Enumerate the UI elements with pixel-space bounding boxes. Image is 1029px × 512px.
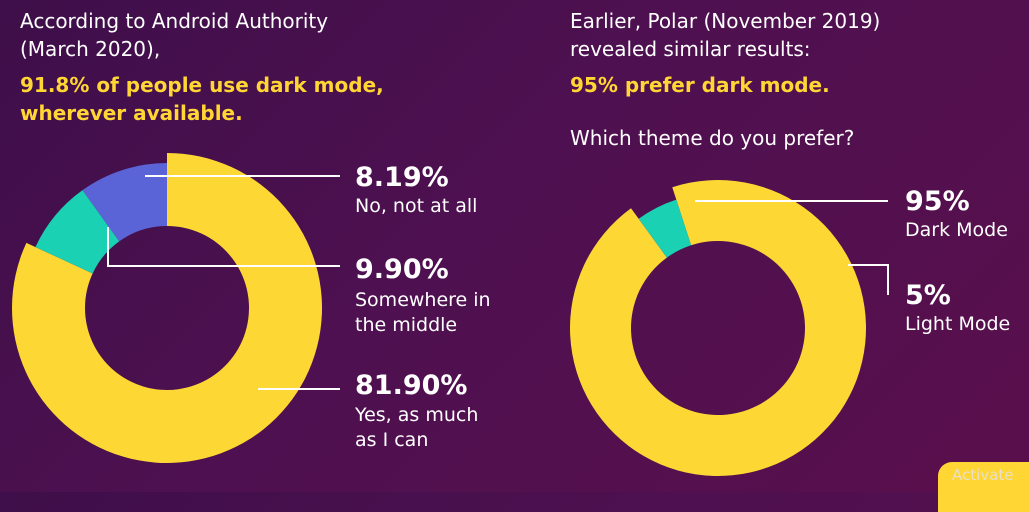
donut-chart-left (11, 153, 340, 463)
slice-middle (82, 163, 167, 242)
value-label-light-mode: 5% (905, 280, 951, 311)
value-label-yes: 81.90% (355, 370, 468, 401)
legend-label-dark-mode: Dark Mode (905, 219, 1008, 241)
value-label-no: 8.19% (355, 162, 449, 193)
slice-dark-mode (570, 180, 866, 476)
legend-label-no: No, not at all (355, 195, 478, 217)
leader-line-light-mode (848, 264, 889, 295)
legend-label-light-mode: Light Mode (905, 313, 1011, 335)
left-highlight-line2: wherever available. (20, 101, 243, 125)
activation-watermark-text: Activate (952, 466, 1014, 484)
left-intro-line1: According to Android Authority (20, 9, 329, 33)
legend-label-middle-line1: Somewhere in (355, 289, 491, 311)
legend-label-yes-line2: as I can (355, 429, 429, 451)
legend-label-middle-line2: the middle (355, 314, 458, 336)
legend-label-yes-line1: Yes, as much (355, 404, 479, 426)
leader-line-middle (107, 227, 340, 267)
left-intro-line2: (March 2020), (20, 37, 161, 61)
slice-no (35, 190, 120, 274)
right-highlight: 95% prefer dark mode. (570, 73, 830, 97)
right-intro-line2: revealed similar results: (570, 37, 811, 61)
slice-light-mode (638, 199, 692, 258)
right-intro-line1: Earlier, Polar (November 2019) (570, 9, 881, 33)
right-question: Which theme do you prefer? (570, 126, 855, 150)
donut-chart-right (570, 180, 889, 476)
value-label-dark-mode: 95% (905, 186, 970, 217)
value-label-middle: 9.90% (355, 254, 449, 285)
left-highlight-line1: 91.8% of people use dark mode, (20, 73, 384, 97)
slice-yes (11, 153, 323, 463)
